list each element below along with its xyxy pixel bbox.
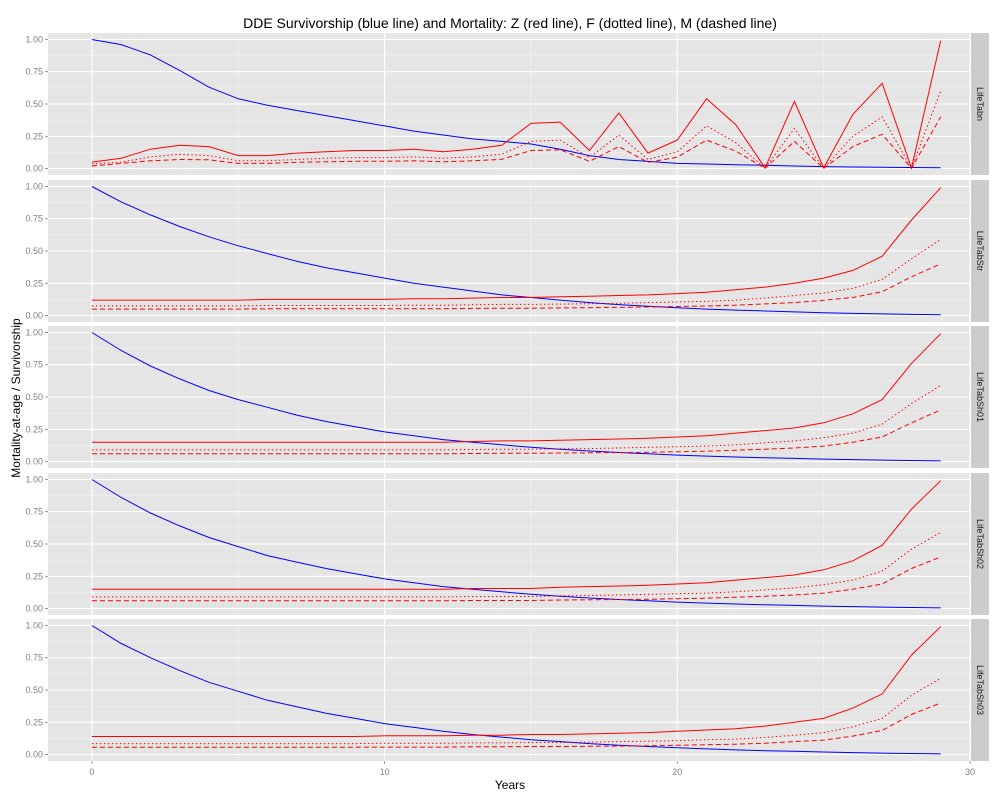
series-line-Z	[91, 333, 942, 443]
y-tick-label: 0.25	[25, 131, 43, 141]
y-axis-title: Mortality-at-age / Survivorship	[9, 318, 23, 478]
series-line-Z	[91, 480, 942, 590]
series-line-F	[91, 90, 942, 170]
series-line-survivorship	[91, 39, 941, 169]
series-line-M	[91, 702, 941, 748]
facet-strip	[971, 473, 989, 615]
chart-title: DDE Survivorship (blue line) and Mortali…	[243, 15, 777, 31]
facet-strip-label: LifeTabSh03	[975, 665, 985, 715]
series-line-F	[91, 238, 941, 307]
facet-panel-LifeTabStr: 0.00 0.25 0.50 0.75 1.00 LifeTabStr	[25, 180, 989, 322]
facet-panel-LifeTabSh01: 0.00 0.25 0.50 0.75 1.00 LifeTabSh01	[25, 326, 989, 468]
facet-strip-label: LifeTabn	[975, 87, 985, 121]
series-line-M	[91, 116, 942, 170]
y-tick-label: 1.00	[25, 34, 43, 44]
series-line-F	[91, 384, 941, 451]
facet-strip-label: LifeTabSh02	[975, 519, 985, 569]
facet-strip	[971, 180, 989, 322]
series-line-Z	[91, 40, 942, 170]
x-tick-label: 30	[965, 767, 975, 777]
y-tick-label: 0.75	[25, 507, 43, 517]
y-tick-label: 0.25	[25, 571, 43, 581]
series-line-survivorship	[91, 625, 941, 755]
series-line-Z	[91, 626, 942, 737]
x-tick-label: 0	[89, 767, 94, 777]
series-line-survivorship	[91, 332, 941, 462]
x-axis-title: Years	[495, 778, 525, 792]
facet-panel-LifeTabSh03: 0.00 0.25 0.50 0.75 1.00 LifeTabSh03	[25, 619, 989, 761]
series-line-M	[91, 556, 941, 602]
y-tick-label: 0.75	[25, 653, 43, 663]
x-tick-label: 20	[672, 767, 682, 777]
y-tick-label: 0.00	[25, 311, 43, 321]
facet-strip	[971, 619, 989, 761]
series-line-survivorship	[91, 186, 941, 316]
facet-strip-label: LifeTabSh01	[975, 372, 985, 422]
y-tick-label: 0.25	[25, 717, 43, 727]
y-tick-label: 1.00	[25, 327, 43, 337]
y-tick-label: 0.50	[25, 685, 43, 695]
panels-group: 0.00 0.25 0.50 0.75 1.00 LifeTabn 0.00 0.25 0.50…	[25, 33, 989, 777]
y-tick-label: 0.00	[25, 164, 43, 174]
facet-strip	[971, 33, 989, 175]
facet-strip	[971, 326, 989, 468]
series-line-Z	[91, 187, 942, 301]
y-tick-label: 0.75	[25, 360, 43, 370]
series-line-M	[91, 409, 941, 455]
y-tick-label: 1.00	[25, 620, 43, 630]
series-line-survivorship	[91, 479, 941, 609]
y-tick-label: 0.25	[25, 278, 43, 288]
y-tick-label: 1.00	[25, 474, 43, 484]
y-tick-label: 0.00	[25, 457, 43, 467]
series-line-F	[91, 531, 941, 598]
y-tick-label: 0.00	[25, 604, 43, 614]
y-tick-label: 0.25	[25, 424, 43, 434]
y-tick-label: 0.00	[25, 750, 43, 760]
facet-panel-LifeTabSh02: 0.00 0.25 0.50 0.75 1.00 LifeTabSh02	[25, 473, 989, 615]
y-tick-label: 0.75	[25, 67, 43, 77]
x-tick-label: 10	[380, 767, 390, 777]
y-tick-label: 0.50	[25, 246, 43, 256]
y-tick-label: 0.75	[25, 214, 43, 224]
y-tick-label: 1.00	[25, 181, 43, 191]
facet-strip-label: LifeTabStr	[975, 231, 985, 272]
y-tick-label: 0.50	[25, 392, 43, 402]
series-line-M	[91, 263, 941, 310]
y-tick-label: 0.50	[25, 99, 43, 109]
facet-panel-LifeTabn: 0.00 0.25 0.50 0.75 1.00 LifeTabn	[25, 33, 989, 175]
y-tick-label: 0.50	[25, 539, 43, 549]
series-line-F	[91, 677, 941, 745]
